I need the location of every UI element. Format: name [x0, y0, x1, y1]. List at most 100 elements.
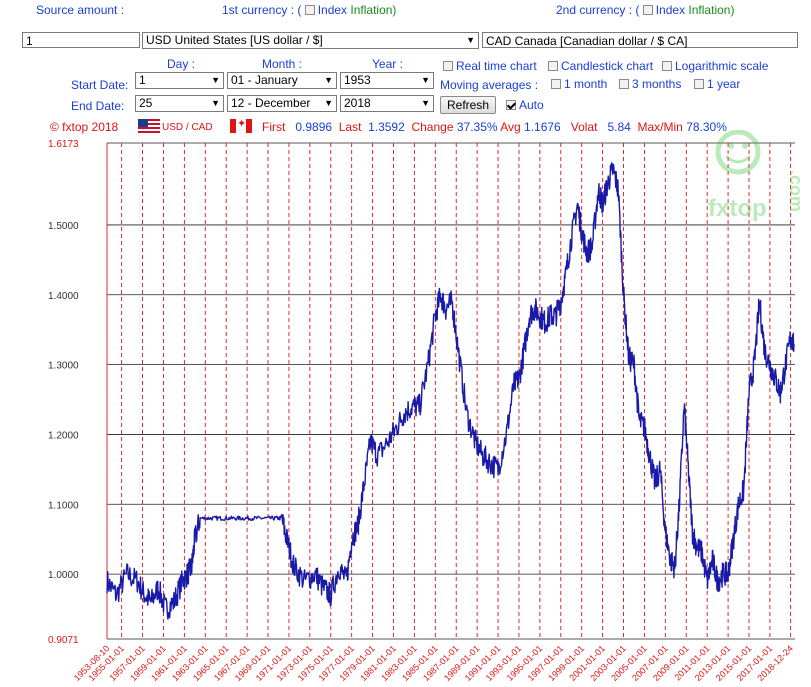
watermark-dotcom: .com [786, 170, 806, 212]
y-tick-label: 1.3000 [48, 361, 79, 372]
log-scale-option[interactable]: Logarithmic scale [662, 59, 768, 73]
y-tick-label: 1.1000 [48, 500, 79, 511]
ma-1-month-label: 1 month [564, 77, 608, 91]
candlestick-checkbox[interactable] [548, 61, 558, 71]
year-label: Year : [372, 57, 403, 71]
smiley-mouth-icon [724, 154, 752, 164]
ma-1-year-option[interactable]: 1 year [694, 77, 740, 91]
currency1-select-value: USD United States [US dollar / $] [146, 33, 323, 47]
currency2-index-label: Index [655, 3, 686, 17]
volat-value: 5.84 [607, 120, 631, 134]
start-day-select[interactable]: 1 ▼ [135, 72, 224, 89]
auto-checkbox[interactable] [506, 100, 516, 110]
change-value: 37.35% [456, 120, 498, 134]
start-year-value: 1953 [344, 73, 371, 87]
stats-line: First 0.9896 Last 1.3592 Change 37.35% A… [262, 120, 727, 134]
us-flag-icon [138, 119, 160, 133]
start-date-label: Start Date: [71, 78, 129, 92]
end-month-select[interactable]: 12 - December ▼ [227, 95, 337, 112]
auto-option[interactable]: Auto [506, 98, 544, 112]
change-label: Change [411, 120, 454, 134]
end-month-value: 12 - December [231, 96, 311, 110]
chevron-down-icon: ▼ [466, 35, 475, 45]
end-year-select[interactable]: 2018 ▼ [340, 95, 434, 112]
end-day-select[interactable]: 25 ▼ [135, 95, 224, 112]
ma-1-year-label: 1 year [707, 77, 741, 91]
start-month-value: 01 - January [231, 73, 298, 87]
currency2-inflation-label: Inflation) [688, 3, 735, 17]
start-month-select[interactable]: 01 - January ▼ [227, 72, 337, 89]
log-scale-label: Logarithmic scale [675, 59, 769, 73]
currency2-label: 2nd currency : ( Index Inflation) [556, 3, 734, 17]
currency2-index-checkbox[interactable] [642, 5, 653, 15]
real-time-option[interactable]: Real time chart [443, 59, 537, 73]
currency1-label: 1st currency : ( Index Inflation) [222, 3, 396, 17]
y-axis-labels: 1.6173 1.5000 1.4000 1.3000 1.2000 1.1000 1.00… [48, 139, 79, 646]
currency1-label-prefix: 1st currency : ( [222, 3, 302, 17]
source-amount-input[interactable]: 1 [22, 32, 140, 48]
first-label: First [262, 120, 286, 134]
ma-3-months-option[interactable]: 3 months [619, 77, 681, 91]
currency1-select[interactable]: USD United States [US dollar / $] ▼ [142, 32, 479, 49]
maxmin-value: 78.30% [686, 120, 727, 134]
first-value: 0.9896 [295, 120, 333, 134]
y-tick-label: 1.2000 [48, 430, 79, 441]
y-tick-label: 1.5000 [48, 221, 79, 232]
y-tick-label: 1.6173 [48, 139, 79, 150]
volat-label: Volat [570, 120, 598, 134]
start-year-select[interactable]: 1953 ▼ [340, 72, 434, 89]
end-year-value: 2018 [344, 96, 371, 110]
pair-label: USD / CAD [162, 122, 213, 133]
chevron-down-icon: ▼ [211, 75, 220, 85]
smiley-eye-icon [742, 143, 748, 149]
avg-label: Avg [500, 120, 521, 134]
ma-3-months-label: 3 months [632, 77, 682, 91]
chevron-down-icon: ▼ [421, 75, 430, 85]
horizontal-gridlines [107, 142, 795, 640]
y-tick-label: 0.9071 [48, 635, 79, 646]
y-tick-label: 1.0000 [48, 570, 79, 581]
chevron-down-icon: ▼ [324, 98, 333, 108]
currency2-label-prefix: 2nd currency : ( [556, 3, 640, 17]
fxtop-watermark: fxtop .com [708, 130, 806, 222]
ma-1-month-option[interactable]: 1 month [551, 77, 607, 91]
maxmin-label: Max/Min [637, 120, 683, 134]
exchange-rate-chart: 1.6173 1.5000 1.4000 1.3000 1.2000 1.1000 1.00… [48, 130, 806, 683]
real-time-checkbox[interactable] [443, 61, 453, 71]
ma-3-months-checkbox[interactable] [619, 79, 629, 89]
currency1-inflation-label: Inflation) [350, 3, 397, 17]
currency1-index-checkbox[interactable] [304, 5, 315, 15]
day-label: Day : [167, 57, 196, 71]
ma-1-month-checkbox[interactable] [551, 79, 561, 89]
month-label: Month : [262, 57, 303, 71]
vertical-gridlines [106, 143, 792, 639]
chevron-down-icon: ▼ [211, 98, 220, 108]
candlestick-label: Candlestick chart [561, 59, 654, 73]
currency1-index-label: Index [317, 3, 348, 17]
usd-cad-series-line [106, 162, 795, 620]
chevron-down-icon: ▼ [324, 75, 333, 85]
auto-label: Auto [519, 98, 544, 112]
moving-averages-label: Moving averages : [440, 78, 539, 92]
end-date-label: End Date: [71, 99, 125, 113]
watermark-text: fxtop [708, 195, 767, 222]
copyright-text: © fxtop 2018 [50, 120, 119, 134]
chevron-down-icon: ▼ [421, 98, 430, 108]
x-axis-labels: 1953-08-101955-01-011957-01-011959-01-01… [72, 643, 795, 683]
source-amount-label: Source amount : [36, 3, 125, 17]
canada-flag-icon [230, 117, 252, 133]
refresh-button[interactable]: Refresh [440, 96, 497, 114]
ma-1-year-checkbox[interactable] [694, 79, 704, 89]
end-day-value: 25 [139, 96, 153, 110]
smiley-logo-icon [715, 130, 761, 175]
real-time-label: Real time chart [456, 59, 537, 73]
candlestick-option[interactable]: Candlestick chart [548, 59, 653, 73]
last-label: Last [338, 120, 362, 134]
smiley-eye-icon [728, 143, 734, 149]
y-tick-label: 1.4000 [48, 291, 79, 302]
currency2-input[interactable]: CAD Canada [Canadian dollar / $ CA] [482, 32, 798, 48]
last-value: 1.3592 [368, 120, 405, 134]
start-day-value: 1 [139, 73, 146, 87]
log-scale-checkbox[interactable] [662, 61, 672, 71]
avg-value: 1.1676 [524, 120, 561, 134]
